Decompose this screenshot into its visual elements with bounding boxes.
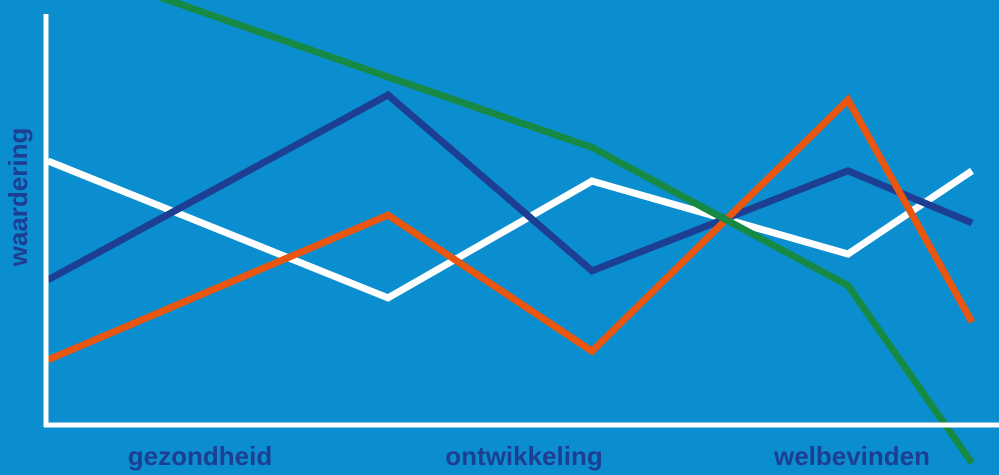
- data-line: [46, 157, 974, 302]
- x-tick-label: gezondheid: [128, 441, 272, 471]
- data-line: [46, 94, 976, 364]
- plot-area: [46, 0, 976, 466]
- x-tick-label: welbevinden: [773, 441, 930, 471]
- data-line: [157, 0, 975, 466]
- data-line: [46, 90, 974, 283]
- x-tick-label: ontwikkeling: [445, 441, 602, 471]
- y-axis-label: waardering: [3, 128, 33, 268]
